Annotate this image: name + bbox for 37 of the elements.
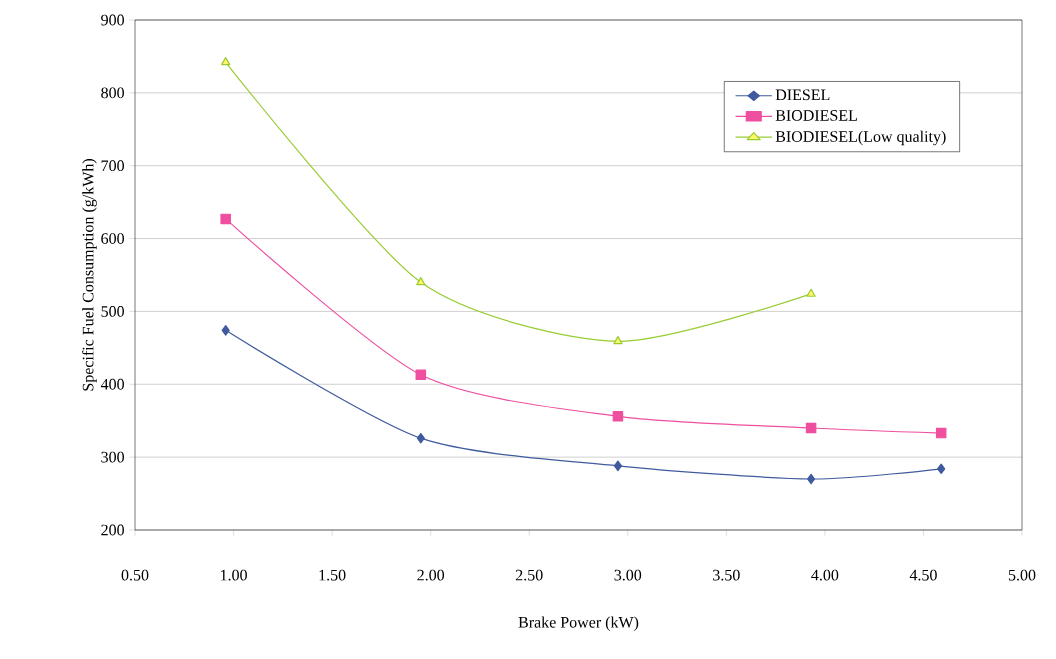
- point: [935, 427, 947, 439]
- point: [613, 336, 623, 345]
- x-tick-label: 1.00: [220, 569, 247, 581]
- y-tick-label: 200: [101, 524, 124, 536]
- y-tick-label: 500: [101, 306, 124, 317]
- y-tick-label: 700: [101, 160, 124, 172]
- y-tick-label: 600: [101, 233, 124, 244]
- y-tick-label: 300: [101, 451, 124, 463]
- x-tick-label: 3.50: [713, 569, 740, 581]
- x-tick-label: 1.50: [319, 569, 346, 581]
- x-axis-title: Brake Power (kW): [518, 616, 639, 631]
- x-tick-label: 5.00: [1008, 569, 1036, 581]
- point: [806, 288, 816, 297]
- point: [937, 463, 946, 475]
- point: [612, 411, 624, 422]
- x-tick-label: 3.00: [614, 569, 642, 581]
- point: [416, 432, 425, 444]
- y-tick-label: 900: [101, 14, 124, 26]
- legend-label: BIODIESEL(Low quality): [775, 130, 946, 146]
- x-tick-label: 0.50: [121, 569, 149, 581]
- y-tick-label: 800: [101, 87, 124, 99]
- x-tick-label: 4.50: [909, 569, 937, 581]
- y-tick-label: 400: [100, 378, 124, 390]
- point: [613, 460, 623, 472]
- point: [415, 369, 427, 381]
- legend-label: BIODIESEL: [775, 110, 857, 121]
- x-tick-label: 2.00: [417, 569, 445, 581]
- point: [220, 213, 231, 225]
- x-tick-label: 2.50: [515, 569, 543, 581]
- point: [221, 56, 231, 66]
- point: [805, 422, 817, 434]
- point: [221, 325, 230, 336]
- point: [807, 473, 816, 485]
- point: [416, 277, 426, 286]
- y-axis-title: Specific Fuel Consumption (g/kWh): [82, 159, 97, 391]
- legend-label: DIESEL: [775, 89, 830, 101]
- x-tick-label: 4.00: [811, 569, 839, 581]
